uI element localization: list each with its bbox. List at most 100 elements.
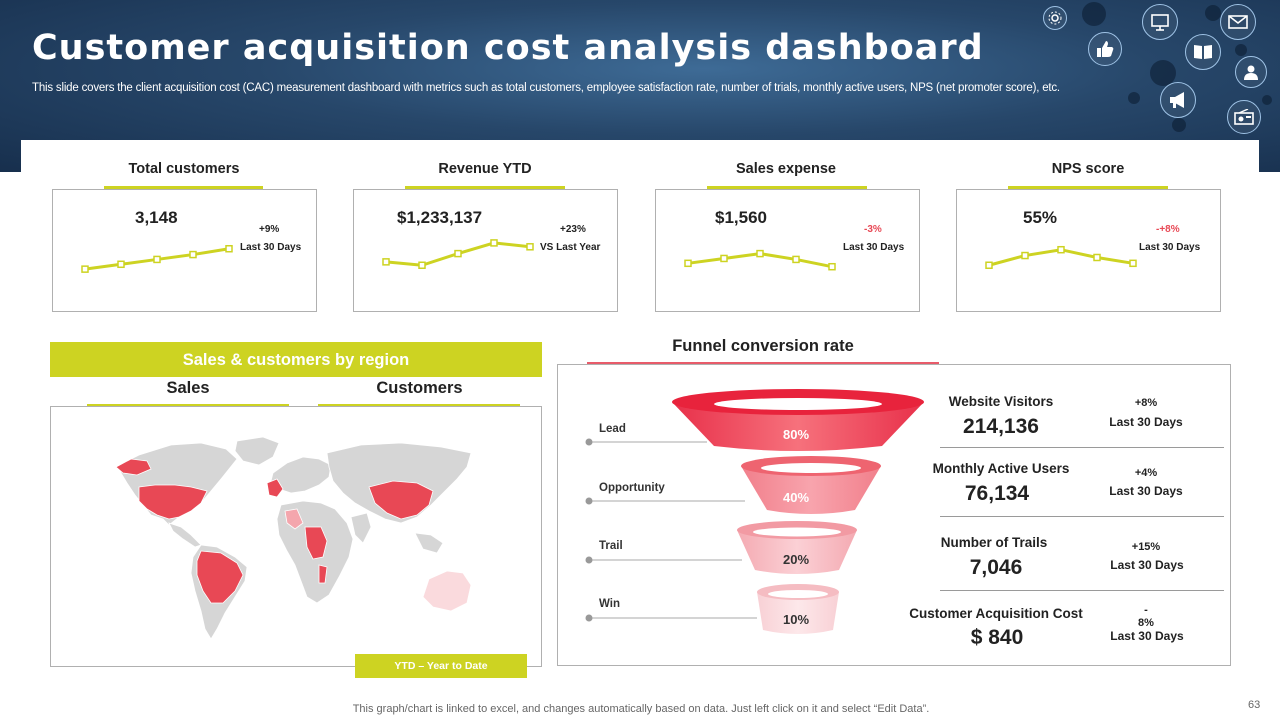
- sparkline-point: [828, 262, 836, 271]
- stage-percent-opportunity: 40%: [782, 490, 810, 505]
- funnel-layer-lead: [672, 402, 924, 451]
- stage-label-win: Win: [599, 598, 620, 610]
- kpi-change: -+8%: [1156, 224, 1180, 235]
- stage-percent-win: 10%: [782, 612, 810, 627]
- metric-name: Website Visitors: [948, 394, 1054, 409]
- page-number: 63: [1248, 699, 1261, 711]
- funnel-layer-lead-mouth: [714, 398, 882, 410]
- sparkline-point: [720, 254, 728, 263]
- stage-dot: [585, 497, 593, 505]
- world-map-panel: [50, 406, 542, 667]
- kpi-label: Total customers: [128, 161, 240, 177]
- settings-icon: [1043, 6, 1067, 30]
- sparkline: [382, 239, 534, 270]
- tab-customers-underline: [318, 404, 520, 407]
- stage-percent-lead: 80%: [782, 427, 810, 442]
- kpi-label: NPS score: [1051, 161, 1125, 177]
- sparkline-point: [792, 255, 800, 264]
- metric-change: +8%: [1134, 397, 1158, 409]
- funnel-layer-opportunity: [741, 466, 881, 514]
- funnel-layer-win-mouth: [768, 590, 828, 598]
- sparkline-point: [382, 258, 390, 266]
- kpi-value: $1,233,137: [397, 208, 483, 227]
- megaphone-icon: [1160, 82, 1196, 118]
- metric-value: $ 840: [970, 626, 1024, 649]
- page-subtitle: This slide covers the client acquisition…: [32, 82, 1060, 94]
- kpi-underline: [707, 186, 867, 189]
- sparkline-point: [684, 259, 692, 268]
- metric-period: Last 30 Days: [1109, 415, 1183, 429]
- funnel-layer-opportunity-mouth: [761, 463, 861, 473]
- funnel-title: Funnel conversion rate: [672, 337, 854, 355]
- sparkline: [985, 245, 1137, 270]
- sparkline-point: [418, 261, 426, 270]
- sparkline-point: [756, 249, 764, 258]
- metric-divider: [940, 447, 1224, 448]
- metric-period: Last 30 Days: [1110, 558, 1184, 572]
- kpi-value: $1,560: [715, 208, 767, 227]
- metric-name: Number of Trails: [940, 535, 1048, 550]
- funnel-chart: [585, 389, 924, 634]
- stage-percent-trail: 20%: [782, 552, 810, 567]
- kpi-value: 3,148: [135, 208, 178, 227]
- sparkline-point: [1057, 245, 1065, 254]
- presentation-icon: [1142, 4, 1178, 40]
- sparkline-point: [526, 243, 534, 251]
- sparkline-point: [117, 260, 125, 269]
- kpi-change: +23%: [560, 224, 586, 235]
- kpi-underline: [104, 186, 263, 189]
- metric-change: +4%: [1134, 467, 1158, 479]
- content-panel: [21, 140, 1259, 180]
- funnel-layer-win: [757, 592, 839, 634]
- world-map: [115, 436, 472, 640]
- footer-note: This graph/chart is linked to excel, and…: [352, 703, 930, 715]
- stage-label-trail: Trail: [599, 540, 623, 552]
- kpi-card: $1,233,137 +23% VS Last Year: [353, 189, 618, 312]
- metric-divider: [940, 516, 1224, 517]
- stage-dot: [585, 614, 593, 622]
- sparkline-point: [490, 239, 498, 247]
- sparkline-point: [225, 244, 233, 253]
- sparkline: [684, 249, 836, 271]
- metric-period: Last 30 Days: [1109, 484, 1183, 498]
- kpi-change: +9%: [259, 224, 280, 235]
- tab-customers[interactable]: Customers: [376, 379, 463, 397]
- metric-name: Customer Acquisition Cost: [909, 606, 1083, 621]
- kpi-change: -3%: [864, 224, 882, 235]
- metric-divider: [940, 590, 1224, 591]
- email-icon: [1220, 4, 1256, 40]
- sparkline-point: [81, 265, 89, 273]
- ytd-badge: YTD – Year to Date: [355, 654, 527, 678]
- stage-label-opportunity: Opportunity: [599, 482, 665, 494]
- kpi-label: Revenue YTD: [438, 161, 532, 177]
- metric-change: +15%: [1131, 541, 1161, 553]
- sparkline-point: [985, 261, 993, 270]
- kpi-underline: [405, 186, 565, 189]
- stage-label-lead: Lead: [599, 423, 626, 435]
- kpi-underline: [1008, 186, 1168, 189]
- tab-sales-underline: [87, 404, 289, 407]
- thumbs-up-icon: [1088, 32, 1122, 66]
- stage-dot: [585, 556, 593, 564]
- kpi-period: Last 30 Days: [240, 242, 302, 253]
- sparkline-point: [189, 250, 197, 259]
- metric-value: 7,046: [969, 556, 1023, 579]
- metric-name: Monthly Active Users: [932, 461, 1070, 476]
- stage-dot: [585, 438, 593, 446]
- user-icon: [1235, 56, 1267, 88]
- metric-period: Last 30 Days: [1110, 629, 1184, 643]
- radio-icon: [1227, 100, 1261, 134]
- page-title: Customer acquisition cost analysis dashb…: [32, 28, 984, 68]
- sparkline: [81, 244, 233, 273]
- funnel-layer-trail-mouth: [753, 527, 841, 537]
- kpi-value: 55%: [1023, 208, 1058, 227]
- sparkline-point: [454, 249, 462, 258]
- sparkline-point: [153, 255, 161, 264]
- metric-change: - 8%: [1138, 604, 1154, 629]
- tab-sales[interactable]: Sales: [166, 379, 210, 397]
- kpi-label: Sales expense: [736, 161, 836, 177]
- sparkline-point: [1129, 259, 1137, 268]
- sparkline-point: [1093, 253, 1101, 262]
- funnel-layer-trail: [737, 530, 857, 574]
